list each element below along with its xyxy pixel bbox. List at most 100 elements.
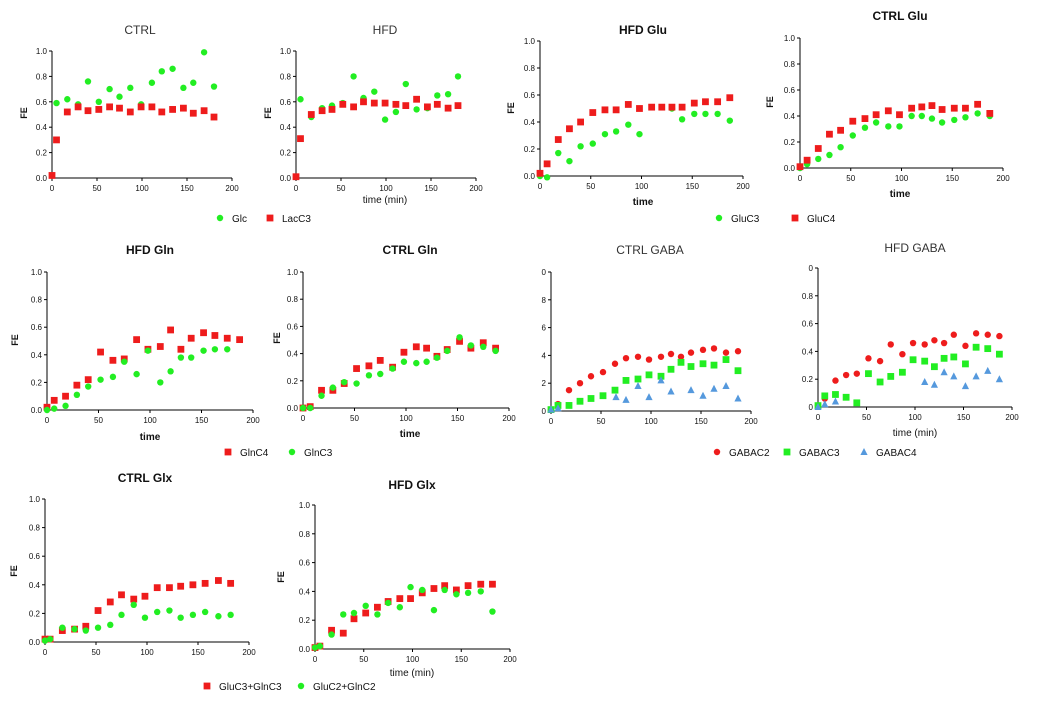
data-point <box>177 582 185 590</box>
data-point <box>419 586 426 594</box>
y-tick-label: 0.2 <box>31 378 43 387</box>
y-tick-label: 1.0 <box>287 268 299 277</box>
data-point <box>918 112 925 120</box>
data-point <box>316 642 324 650</box>
data-point <box>169 65 176 72</box>
data-point <box>227 611 234 619</box>
x-tick-label: 50 <box>350 414 359 423</box>
chart-title: HFD GABA <box>884 241 945 255</box>
data-point <box>350 103 357 111</box>
x-tick-label: 50 <box>359 655 368 664</box>
data-point <box>587 373 595 380</box>
data-point <box>951 116 958 124</box>
y-tick-label: 0.8 <box>287 295 299 304</box>
data-point <box>177 345 185 353</box>
series-gluc3 <box>536 105 734 181</box>
x-tick-label: 200 <box>469 184 483 193</box>
data-point <box>909 356 917 364</box>
x-tick-label: 0 <box>798 174 803 183</box>
data-point <box>612 128 620 135</box>
data-point <box>328 626 335 634</box>
data-point <box>543 174 551 181</box>
data-point <box>62 392 69 400</box>
data-point <box>587 395 595 402</box>
data-point <box>130 595 138 603</box>
data-point <box>384 599 392 607</box>
data-point <box>94 624 102 631</box>
series-gabac4 <box>547 376 742 413</box>
y-axis-label: FE <box>263 107 273 119</box>
data-point <box>599 392 607 400</box>
y-axis-label: FE <box>276 571 286 583</box>
y-axis-label: FE <box>10 334 20 346</box>
data-point <box>668 103 676 111</box>
data-point <box>43 406 51 414</box>
y-tick-label: 1.0 <box>280 47 292 56</box>
data-point <box>311 644 319 651</box>
data-point <box>898 368 906 376</box>
y-tick-label: 0.0 <box>784 164 796 173</box>
data-point <box>297 135 304 143</box>
y-tick-label: 4 <box>542 351 547 360</box>
chart-hfd_gln: HFD Gln 0 50 100 150 200 0.0 0.2 0.4 0.6 0.8 1.0 FE t… <box>10 243 260 443</box>
x-tick-label: 150 <box>424 184 438 193</box>
data-point <box>921 341 928 348</box>
data-point <box>360 98 367 106</box>
data-point <box>796 163 804 171</box>
series-gabac3 <box>547 356 742 414</box>
data-point <box>853 370 860 377</box>
x-tick-label: 100 <box>135 184 149 193</box>
x-tick-label: 150 <box>957 413 971 422</box>
data-point <box>116 93 123 100</box>
data-point <box>565 402 573 409</box>
legend-row2-right: GABAC2 GABAC3 GABAC4 <box>713 448 917 459</box>
data-point <box>339 629 347 637</box>
data-point <box>454 102 462 110</box>
legend-marker <box>713 448 721 456</box>
data-point <box>887 373 895 380</box>
series-lacc3 <box>48 103 218 179</box>
data-point <box>543 160 551 168</box>
y-tick-label: 0.2 <box>36 149 48 158</box>
data-point <box>699 391 707 399</box>
data-point <box>687 349 695 356</box>
data-point <box>200 329 207 337</box>
data-point <box>678 116 686 123</box>
x-axis-label: time <box>633 197 654 208</box>
data-point <box>492 347 499 355</box>
data-point <box>566 157 573 165</box>
x-tick-label: 150 <box>451 414 465 423</box>
y-axis-label: FE <box>272 332 282 344</box>
chart-title: CTRL GABA <box>616 243 684 257</box>
data-point <box>329 384 337 391</box>
data-point <box>292 173 300 181</box>
x-tick-label: 100 <box>379 184 393 193</box>
x-tick-label: 0 <box>313 655 318 664</box>
series-glnc3 <box>43 346 231 414</box>
data-point <box>624 101 632 108</box>
data-point <box>413 95 420 103</box>
x-tick-label: 0 <box>816 413 821 422</box>
data-point <box>849 117 857 125</box>
chart-hfd_glu: HFD Glu 0 50 100 150 200 0.0 0.2 0.4 0.6 0.8 1.0 FE t… <box>506 23 750 208</box>
data-point <box>837 126 844 134</box>
data-point <box>986 110 994 117</box>
legend-label: LacC3 <box>282 214 311 225</box>
x-tick-label: 150 <box>946 174 960 183</box>
data-point <box>180 84 187 92</box>
data-point <box>645 371 653 379</box>
data-point <box>950 353 958 361</box>
data-point <box>826 151 833 159</box>
y-tick-label: 0.6 <box>524 91 536 100</box>
data-point <box>158 108 166 116</box>
y-tick-label: 0.0 <box>299 645 311 654</box>
legend-label: GluC3 <box>731 214 760 225</box>
data-point <box>82 622 90 630</box>
data-point <box>658 103 666 111</box>
data-point <box>489 608 496 615</box>
data-point <box>710 384 718 392</box>
data-point <box>109 356 117 364</box>
data-point <box>189 611 197 619</box>
y-tick-label: 1.0 <box>524 37 536 46</box>
legend-marker <box>224 448 232 456</box>
